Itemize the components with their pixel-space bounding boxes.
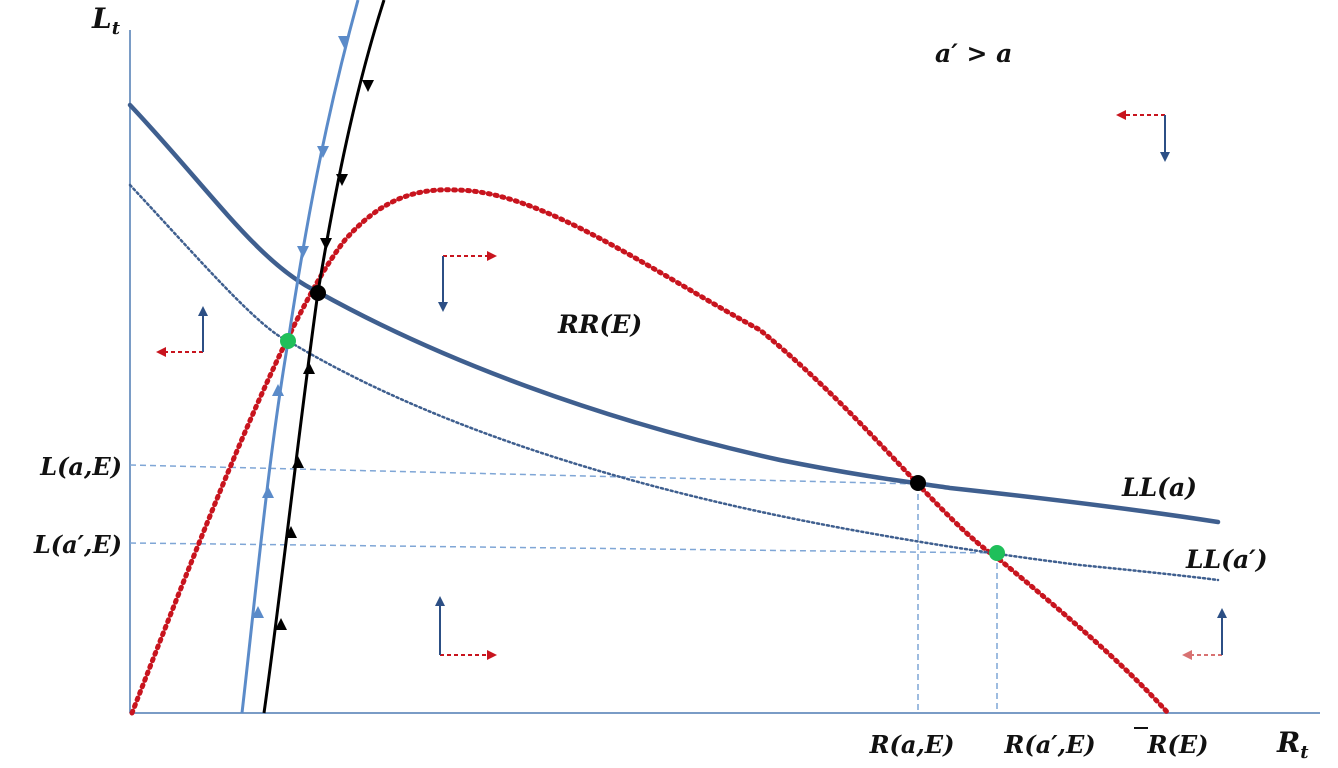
saddle-dark-arrows: [275, 80, 374, 630]
rr-curve: [129, 187, 1171, 716]
guide-l-a-e: [129, 464, 919, 485]
direction-arrow-bottom-middle: [435, 596, 497, 660]
y-axis-label: Lt: [91, 2, 121, 39]
rr-curve-label: RR(E): [557, 310, 642, 339]
equilibrium-black-lower: [910, 475, 926, 491]
direction-arrow-left: [156, 306, 208, 357]
x-tick-r-a-e: R(a,E): [869, 730, 955, 759]
condition-label: a′ > a: [935, 39, 1012, 68]
ll-a-curve-label: LL(a): [1121, 473, 1197, 502]
guide-l-a-prime-e: [129, 542, 998, 554]
ll-a-prime-curve-label: LL(a′): [1185, 545, 1268, 574]
direction-arrow-inside-hump: [438, 251, 497, 312]
x-tick-r-a-prime-e: R(a′,E): [1003, 730, 1095, 759]
direction-arrow-top-right: [1116, 110, 1170, 162]
x-axis-label: Rt: [1276, 726, 1309, 763]
y-tick-l-a-prime-e: L(a′,E): [33, 530, 122, 559]
y-tick-l-a-e: L(a,E): [39, 452, 122, 481]
direction-arrow-bottom-right: [1182, 608, 1227, 660]
saddle-light-arrows: [252, 36, 350, 618]
ll-a-curve: [127, 102, 1221, 525]
saddle-path-dark: [262, 0, 386, 714]
equilibrium-black-upper: [310, 285, 326, 301]
x-tick-r-bar-e: R(E): [1147, 730, 1209, 759]
equilibrium-green-upper: [280, 333, 296, 349]
equilibrium-green-lower: [989, 545, 1005, 561]
ll-a-prime-curve: [128, 183, 1220, 582]
saddle-path-light: [240, 0, 360, 714]
